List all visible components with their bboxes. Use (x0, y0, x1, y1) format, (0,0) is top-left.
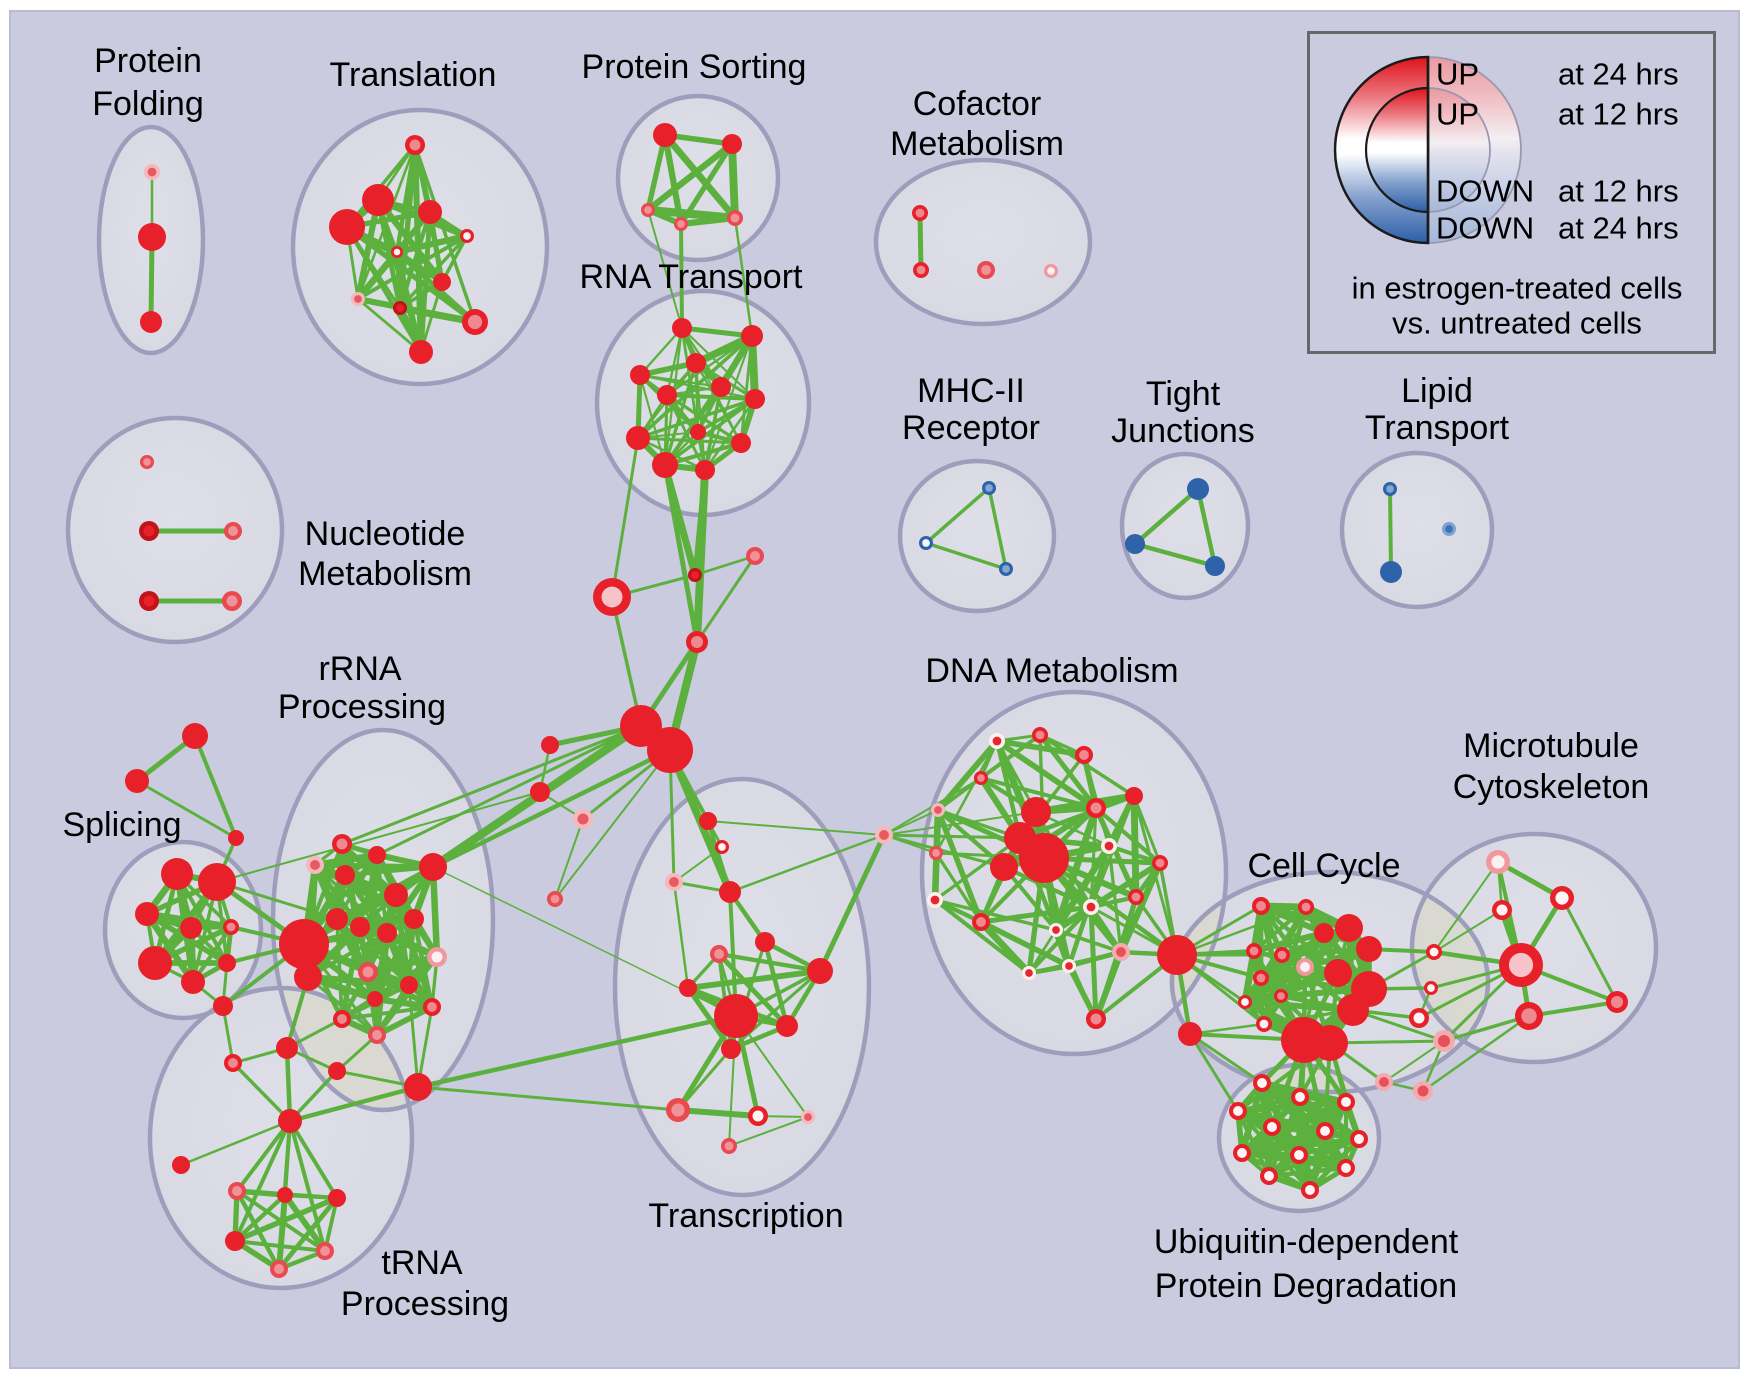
svg-text:Cytoskeleton: Cytoskeleton (1453, 768, 1650, 806)
svg-text:Receptor: Receptor (902, 409, 1040, 447)
svg-text:Nucleotide: Nucleotide (305, 515, 466, 553)
svg-text:Folding: Folding (92, 85, 204, 123)
svg-text:Microtubule: Microtubule (1463, 727, 1639, 765)
svg-text:rRNA: rRNA (318, 650, 401, 688)
svg-text:UP: UP (1436, 57, 1479, 92)
svg-text:at 24 hrs: at 24 hrs (1558, 57, 1679, 92)
svg-text:Transport: Transport (1365, 409, 1510, 447)
svg-text:Tight: Tight (1146, 375, 1221, 413)
svg-text:Metabolism: Metabolism (298, 555, 472, 593)
svg-text:Processing: Processing (278, 688, 446, 726)
svg-text:DOWN: DOWN (1436, 174, 1534, 209)
svg-text:MHC-II: MHC-II (917, 372, 1025, 410)
svg-text:in estrogen-treated cells: in estrogen-treated cells (1352, 271, 1683, 306)
svg-text:DOWN: DOWN (1436, 211, 1534, 246)
svg-text:Metabolism: Metabolism (890, 125, 1064, 163)
svg-text:vs. untreated cells: vs. untreated cells (1392, 306, 1642, 341)
svg-text:Ubiquitin-dependent: Ubiquitin-dependent (1154, 1223, 1459, 1261)
svg-text:Protein: Protein (94, 42, 202, 80)
svg-text:at 24 hrs: at 24 hrs (1558, 211, 1679, 246)
svg-text:tRNA: tRNA (381, 1244, 463, 1282)
svg-text:Protein Sorting: Protein Sorting (582, 48, 807, 86)
svg-text:Processing: Processing (341, 1285, 509, 1323)
svg-text:at 12 hrs: at 12 hrs (1558, 97, 1679, 132)
svg-text:DNA Metabolism: DNA Metabolism (925, 652, 1178, 690)
svg-text:Transcription: Transcription (648, 1197, 843, 1235)
svg-text:Splicing: Splicing (62, 806, 181, 844)
svg-text:Lipid: Lipid (1401, 372, 1473, 410)
svg-text:at 12 hrs: at 12 hrs (1558, 174, 1679, 209)
svg-text:Cofactor: Cofactor (913, 85, 1042, 123)
svg-text:Junctions: Junctions (1111, 412, 1255, 450)
svg-text:Translation: Translation (330, 56, 497, 94)
svg-text:RNA Transport: RNA Transport (580, 258, 804, 296)
svg-text:Protein Degradation: Protein Degradation (1155, 1267, 1457, 1305)
svg-text:Cell Cycle: Cell Cycle (1247, 847, 1400, 885)
svg-text:UP: UP (1436, 97, 1479, 132)
